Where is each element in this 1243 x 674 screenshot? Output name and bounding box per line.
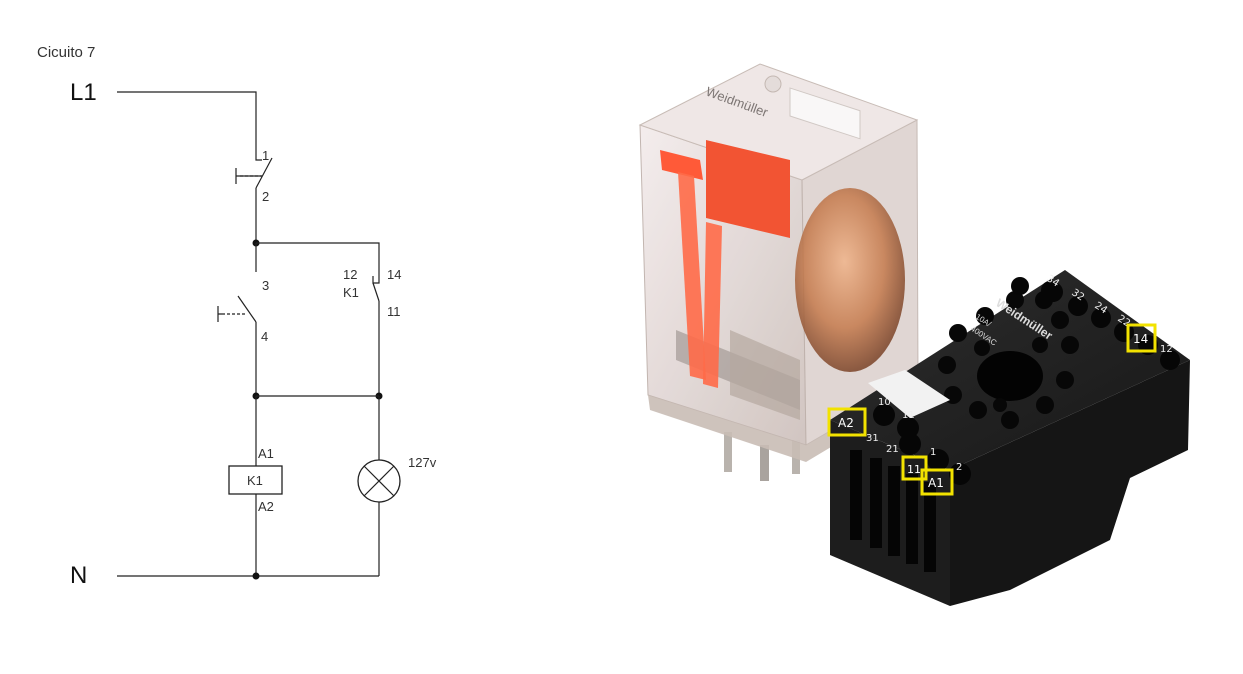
pin-label: 31 — [866, 433, 879, 444]
line-label: L1 — [70, 79, 97, 106]
contact-label-12: 12 — [343, 267, 357, 282]
socket-side — [950, 360, 1190, 606]
relay-socket-photo: Weidmüller 10A/ 400VAC 34 32 24 22 10 11… — [827, 270, 1190, 606]
lamp-voltage-label: 127v — [408, 455, 437, 470]
highlight-11 — [901, 455, 928, 481]
k1-contact: 12 K1 14 11 — [343, 267, 401, 396]
relay-test-button — [706, 140, 790, 238]
relay-coil — [795, 188, 905, 372]
coil-label-k1: K1 — [247, 473, 263, 488]
pin-label: 11 — [902, 410, 915, 421]
socket-label-strip — [868, 370, 950, 418]
relay-photo: Weidmüller — [638, 63, 919, 481]
s1-terminal-2: 2 — [262, 189, 269, 204]
contact-label-k1: K1 — [343, 285, 359, 300]
s2-terminal-3: 3 — [262, 278, 269, 293]
relay-pin — [724, 432, 732, 472]
l1-wire — [117, 91, 257, 152]
relay-pin — [760, 445, 769, 481]
lamp: 127v — [357, 396, 437, 576]
s1-terminal-1: 1 — [262, 148, 269, 163]
branch-wire-top — [256, 242, 380, 272]
highlight-a2 — [827, 407, 867, 437]
highlight-boxes: A2 14 11 A1 — [827, 323, 1157, 496]
highlight-label-a1: A1 — [928, 476, 944, 490]
pushbutton-s2: 3 4 — [217, 243, 269, 396]
relay-top-hole — [764, 75, 782, 93]
relay-label-area — [789, 87, 861, 140]
s2-terminal-4: 4 — [261, 329, 268, 344]
pushbutton-s1: 1 2 — [235, 148, 273, 242]
pin-label: 1 — [930, 447, 936, 458]
highlight-label-a2: A2 — [838, 416, 854, 430]
circuit-diagram: Cicuito 7 L1 N 1 2 3 4 — [37, 44, 437, 589]
node-neutral — [252, 572, 260, 580]
highlight-label-11: 11 — [907, 463, 921, 476]
highlight-a1 — [920, 468, 954, 496]
relay-actuator — [660, 150, 703, 180]
pin-label: 12 — [1160, 344, 1173, 355]
contact-label-14: 14 — [387, 267, 401, 282]
coil-label-a2: A2 — [258, 499, 274, 514]
pin-label: 10 — [878, 397, 891, 408]
diagram-title: Cicuito 7 — [37, 44, 95, 61]
pin-label: 21 — [886, 444, 899, 455]
contact-label-11: 11 — [387, 304, 401, 319]
highlight-14 — [1126, 323, 1157, 353]
socket-center-hole — [977, 351, 1043, 401]
neutral-label: N — [70, 562, 87, 589]
coil-label-a1: A1 — [258, 446, 274, 461]
highlight-label-14: 14 — [1133, 332, 1148, 346]
pin-label: 2 — [956, 462, 962, 473]
relay-coil-k1: A1 K1 A2 — [228, 396, 283, 576]
